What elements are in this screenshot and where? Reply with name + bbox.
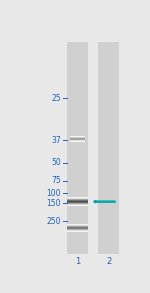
Text: 150: 150 bbox=[47, 199, 61, 208]
Text: 75: 75 bbox=[51, 176, 61, 185]
Text: 100: 100 bbox=[47, 189, 61, 197]
Text: 250: 250 bbox=[47, 217, 61, 226]
Text: 50: 50 bbox=[51, 158, 61, 167]
Text: 1: 1 bbox=[75, 257, 80, 266]
Text: 37: 37 bbox=[51, 136, 61, 144]
Bar bbox=[98, 42, 119, 253]
Bar bbox=[67, 42, 88, 253]
Text: 25: 25 bbox=[52, 94, 61, 103]
Text: 2: 2 bbox=[106, 257, 111, 266]
